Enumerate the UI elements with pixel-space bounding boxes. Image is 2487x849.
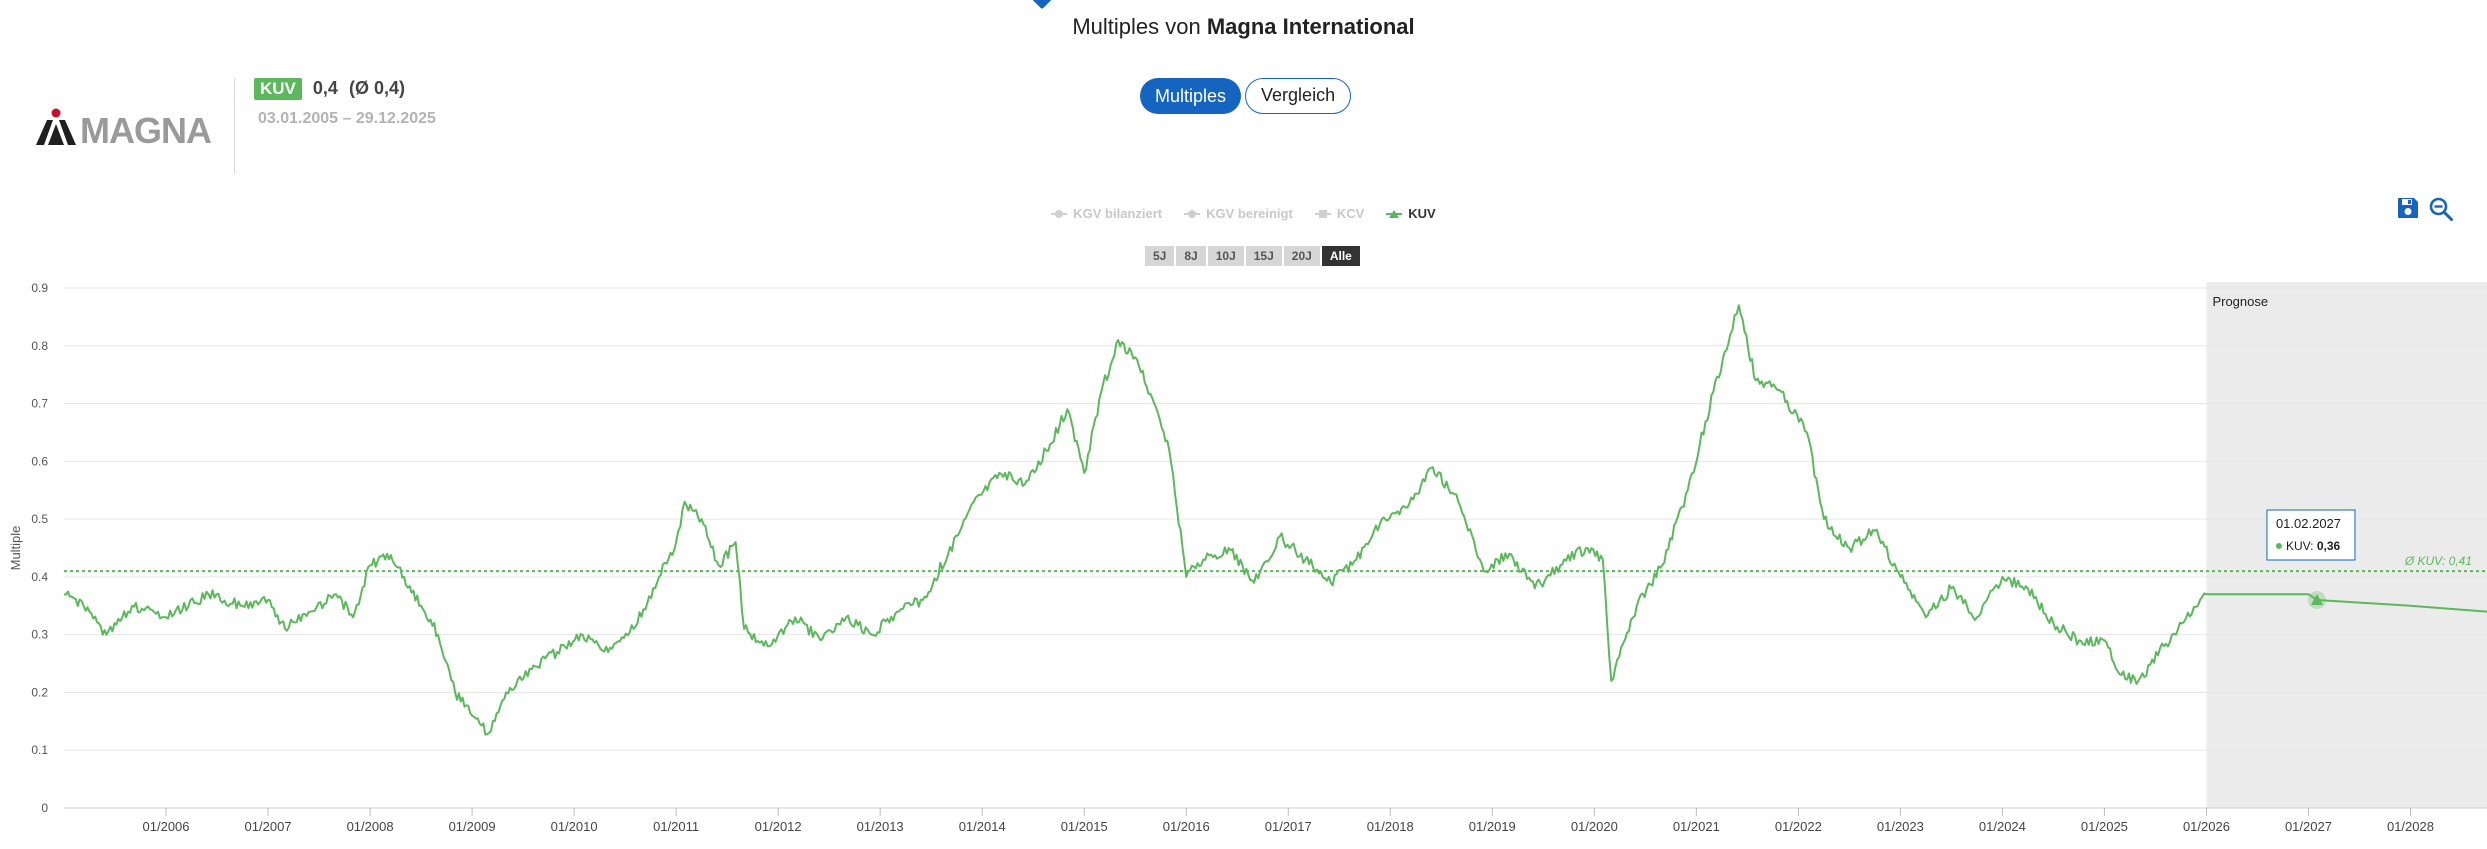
x-tick-label: 01/2006 xyxy=(143,819,190,834)
x-tick-label: 01/2027 xyxy=(2285,819,2332,834)
range-selector: 5J 8J 10J 15J 20J Alle xyxy=(1145,246,1360,266)
legend-label: KUV xyxy=(1408,206,1436,221)
x-tick-label: 01/2010 xyxy=(551,819,598,834)
company-logo: MAGNA xyxy=(36,108,212,151)
legend-label: KGV bereinigt xyxy=(1206,206,1293,221)
tooltip: 01.02.2027 KUV: 0,36 xyxy=(2266,509,2356,561)
y-tick-label: 0.8 xyxy=(31,339,48,353)
range-button-15j[interactable]: 15J xyxy=(1245,246,1282,266)
kpi-daterange: 03.01.2005 – 29.12.2025 xyxy=(258,110,436,127)
range-button-20j[interactable]: 20J xyxy=(1283,246,1320,266)
x-tick-label: 01/2012 xyxy=(755,819,802,834)
x-tick-label: 01/2028 xyxy=(2387,819,2434,834)
legend-item-kuv[interactable]: KUV xyxy=(1386,206,1436,221)
view-tabs: Multiples Vergleich xyxy=(1140,78,1352,114)
range-button-alle[interactable]: Alle xyxy=(1321,246,1360,266)
highlight-point xyxy=(2310,594,2323,605)
x-tick-label: 01/2007 xyxy=(245,819,292,834)
x-tick-label: 01/2026 xyxy=(2183,819,2230,834)
top-anchor-marker xyxy=(1030,0,1054,10)
logo-wordmark: MAGNA xyxy=(80,110,212,151)
x-tick-label: 01/2014 xyxy=(959,819,1006,834)
y-tick-label: 0.2 xyxy=(31,685,48,699)
x-tick-label: 01/2024 xyxy=(1979,819,2026,834)
magna-logo-mark-icon xyxy=(36,108,76,145)
chart-legend: KGV bilanziert KGV bereinigt KCV KUV xyxy=(0,206,2487,221)
legend-circle-icon xyxy=(1051,209,1068,219)
kpi-badge: KUV xyxy=(254,78,302,100)
tab-multiples[interactable]: Multiples xyxy=(1140,78,1242,114)
forecast-label: Prognose xyxy=(2212,294,2268,309)
x-tick-label: 01/2021 xyxy=(1673,819,1720,834)
average-label: Ø KUV: 0,41 xyxy=(2404,554,2472,568)
tooltip-box xyxy=(2266,509,2356,561)
x-tick-label: 01/2016 xyxy=(1163,819,1210,834)
page-title: Multiples von Magna International xyxy=(0,14,2487,40)
page-title-company: Magna International xyxy=(1206,14,1415,39)
x-tick-label: 01/2019 xyxy=(1469,819,1516,834)
y-tick-label: 0.1 xyxy=(31,743,48,757)
y-tick-label: 0 xyxy=(41,801,48,815)
legend-triangle-icon xyxy=(1386,209,1403,219)
zoom-out-icon[interactable] xyxy=(2428,196,2454,222)
x-tick-label: 01/2015 xyxy=(1061,819,1108,834)
kpi-summary: KUV 0,4 (Ø 0,4) xyxy=(254,78,405,100)
x-tick-label: 01/2018 xyxy=(1367,819,1414,834)
y-tick-label: 0.7 xyxy=(31,397,48,411)
range-button-5j[interactable]: 5J xyxy=(1145,246,1175,266)
tooltip-series: KUV: 0,36 xyxy=(2286,539,2341,553)
legend-item-kgv-bereinigt[interactable]: KGV bereinigt xyxy=(1184,206,1293,221)
x-tick-label: 01/2023 xyxy=(1877,819,1924,834)
legend-item-kgv-bilanziert[interactable]: KGV bilanziert xyxy=(1051,206,1162,221)
kpi-average: (Ø 0,4) xyxy=(348,78,405,98)
kpi-value: 0,4 xyxy=(312,78,338,98)
x-tick-label: 01/2011 xyxy=(653,819,699,834)
range-button-10j[interactable]: 10J xyxy=(1207,246,1244,266)
y-tick-label: 0.5 xyxy=(31,512,48,526)
series-line-kuv xyxy=(63,304,2487,736)
tooltip-bullet xyxy=(2275,543,2282,549)
x-tick-label: 01/2025 xyxy=(2081,819,2128,834)
header-divider xyxy=(234,78,235,174)
x-tick-label: 01/2013 xyxy=(857,819,904,834)
kuv-line-chart: Prognose 0 0.1 0.2 0.3 0.4 0.5 0.6 0.7 0.8 0.9 Mult… xyxy=(8,282,2487,834)
x-tick-label: 01/2022 xyxy=(1775,819,1822,834)
tab-vergleich[interactable]: Vergleich xyxy=(1245,78,1352,114)
save-icon[interactable] xyxy=(2396,196,2422,222)
legend-square-icon xyxy=(1314,209,1331,219)
legend-circle-icon xyxy=(1184,209,1201,219)
legend-label: KGV bilanziert xyxy=(1073,206,1163,221)
legend-item-kcv[interactable]: KCV xyxy=(1314,206,1365,221)
page-title-prefix: Multiples von xyxy=(1072,14,1201,39)
y-axis-label: Multiple xyxy=(8,526,23,571)
x-tick-label: 01/2017 xyxy=(1265,819,1312,834)
range-button-8j[interactable]: 8J xyxy=(1176,246,1206,266)
y-tick-label: 0.6 xyxy=(31,454,48,468)
y-tick-label: 0.9 xyxy=(31,282,48,295)
tooltip-date: 01.02.2027 xyxy=(2276,516,2341,531)
y-tick-label: 0.3 xyxy=(31,628,48,642)
x-tick-label: 01/2008 xyxy=(347,819,394,834)
y-tick-label: 0.4 xyxy=(31,570,48,584)
tooltip-value: 0,36 xyxy=(2317,539,2341,553)
legend-label: KCV xyxy=(1336,206,1365,221)
x-tick-label: 01/2020 xyxy=(1571,819,1618,834)
x-tick-label: 01/2009 xyxy=(449,819,496,834)
